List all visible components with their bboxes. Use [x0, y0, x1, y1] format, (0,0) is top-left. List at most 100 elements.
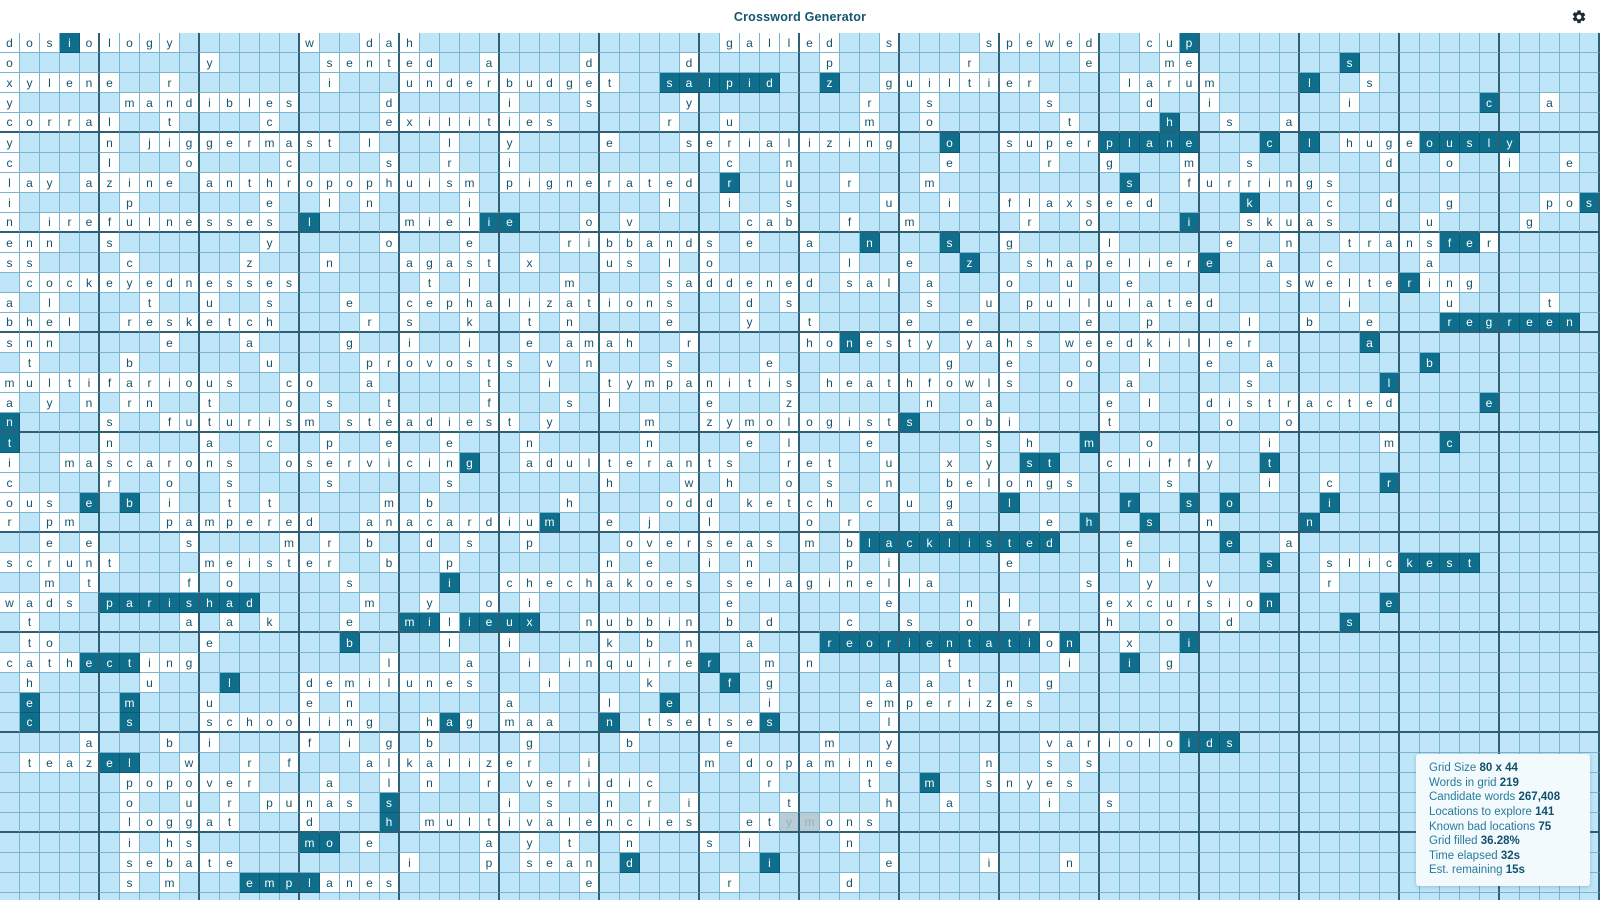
grid-cell-empty[interactable] [620, 33, 640, 53]
grid-cell-empty[interactable] [520, 133, 540, 153]
grid-cell-empty[interactable] [420, 313, 440, 333]
grid-cell-empty[interactable] [940, 53, 960, 73]
grid-cell-empty[interactable] [500, 833, 520, 853]
grid-cell-letter[interactable]: i [500, 813, 520, 833]
grid-cell-empty[interactable] [640, 33, 660, 53]
grid-cell-empty[interactable] [1160, 713, 1180, 733]
grid-cell-letter[interactable]: s [820, 473, 840, 493]
grid-cell-empty[interactable] [1540, 153, 1560, 173]
grid-cell-empty[interactable] [660, 833, 680, 853]
grid-cell-letter[interactable]: o [480, 593, 500, 613]
grid-cell-empty[interactable] [260, 593, 280, 613]
grid-cell-highlighted[interactable]: l [1300, 73, 1320, 93]
grid-cell-empty[interactable] [1560, 493, 1580, 513]
grid-cell-empty[interactable] [1080, 813, 1100, 833]
grid-cell-empty[interactable] [900, 173, 920, 193]
grid-cell-letter[interactable]: r [660, 653, 680, 673]
grid-cell-letter[interactable]: e [40, 313, 60, 333]
grid-cell-empty[interactable] [880, 253, 900, 273]
grid-cell-empty[interactable] [340, 773, 360, 793]
grid-cell-empty[interactable] [60, 673, 80, 693]
grid-cell-letter[interactable]: a [600, 333, 620, 353]
grid-cell-empty[interactable] [100, 853, 120, 873]
grid-cell-letter[interactable]: a [120, 373, 140, 393]
grid-cell-empty[interactable] [220, 233, 240, 253]
grid-cell-empty[interactable] [1240, 613, 1260, 633]
grid-cell-letter[interactable]: h [160, 833, 180, 853]
grid-cell-empty[interactable] [780, 93, 800, 113]
grid-cell-empty[interactable] [1300, 93, 1320, 113]
grid-cell-letter[interactable]: g [820, 413, 840, 433]
grid-cell-empty[interactable] [800, 873, 820, 893]
grid-cell-empty[interactable] [1100, 313, 1120, 333]
grid-cell-empty[interactable] [20, 573, 40, 593]
grid-cell-letter[interactable]: h [580, 573, 600, 593]
grid-cell-empty[interactable] [240, 533, 260, 553]
grid-cell-empty[interactable] [1500, 453, 1520, 473]
grid-cell-empty[interactable] [580, 113, 600, 133]
grid-cell-empty[interactable] [1240, 493, 1260, 513]
grid-cell-empty[interactable] [1400, 193, 1420, 213]
grid-cell-empty[interactable] [0, 673, 20, 693]
grid-cell-empty[interactable] [900, 893, 920, 900]
grid-cell-empty[interactable] [1160, 273, 1180, 293]
grid-cell-empty[interactable] [260, 673, 280, 693]
grid-cell-letter[interactable]: d [480, 513, 500, 533]
grid-cell-letter[interactable]: a [0, 393, 20, 413]
grid-cell-empty[interactable] [620, 193, 640, 213]
grid-cell-empty[interactable] [840, 113, 860, 133]
grid-cell-empty[interactable] [1300, 353, 1320, 373]
grid-cell-empty[interactable] [560, 473, 580, 493]
grid-cell-letter[interactable]: a [1540, 93, 1560, 113]
grid-cell-empty[interactable] [80, 333, 100, 353]
grid-cell-highlighted[interactable]: t [120, 653, 140, 673]
grid-cell-empty[interactable] [1300, 473, 1320, 493]
grid-cell-empty[interactable] [280, 493, 300, 513]
grid-cell-empty[interactable] [100, 793, 120, 813]
grid-cell-letter[interactable]: e [660, 573, 680, 593]
grid-cell-highlighted[interactable]: n [600, 713, 620, 733]
grid-cell-empty[interactable] [500, 33, 520, 53]
grid-cell-empty[interactable] [980, 593, 1000, 613]
grid-cell-empty[interactable] [480, 573, 500, 593]
grid-cell-empty[interactable] [500, 593, 520, 613]
grid-cell-empty[interactable] [240, 613, 260, 633]
grid-cell-empty[interactable] [1140, 233, 1160, 253]
grid-cell-empty[interactable] [860, 473, 880, 493]
grid-cell-empty[interactable] [1320, 813, 1340, 833]
grid-cell-empty[interactable] [1020, 873, 1040, 893]
grid-cell-empty[interactable] [1300, 693, 1320, 713]
grid-cell-empty[interactable] [1140, 853, 1160, 873]
grid-cell-letter[interactable]: e [720, 593, 740, 613]
grid-cell-highlighted[interactable]: c [1480, 93, 1500, 113]
grid-cell-empty[interactable] [1520, 653, 1540, 673]
grid-cell-empty[interactable] [940, 393, 960, 413]
grid-cell-empty[interactable] [760, 313, 780, 333]
grid-cell-empty[interactable] [760, 553, 780, 573]
grid-cell-empty[interactable] [1440, 893, 1460, 900]
grid-cell-empty[interactable] [80, 833, 100, 853]
grid-cell-letter[interactable]: h [800, 333, 820, 353]
grid-cell-empty[interactable] [1320, 713, 1340, 733]
grid-cell-letter[interactable]: t [800, 313, 820, 333]
grid-cell-empty[interactable] [600, 153, 620, 173]
grid-cell-empty[interactable] [340, 213, 360, 233]
grid-cell-empty[interactable] [240, 393, 260, 413]
grid-cell-empty[interactable] [1360, 613, 1380, 633]
grid-cell-empty[interactable] [1400, 513, 1420, 533]
grid-cell-letter[interactable]: s [980, 433, 1000, 453]
grid-cell-empty[interactable] [900, 873, 920, 893]
grid-cell-empty[interactable] [1560, 113, 1580, 133]
grid-cell-empty[interactable] [1320, 353, 1340, 373]
grid-cell-empty[interactable] [940, 173, 960, 193]
grid-cell-empty[interactable] [1540, 513, 1560, 533]
grid-cell-empty[interactable] [100, 253, 120, 273]
grid-cell-letter[interactable]: e [260, 93, 280, 113]
grid-cell-letter[interactable]: r [260, 513, 280, 533]
grid-cell-letter[interactable]: a [940, 793, 960, 813]
grid-cell-empty[interactable] [140, 513, 160, 533]
grid-cell-empty[interactable] [1240, 293, 1260, 313]
grid-cell-empty[interactable] [1540, 253, 1560, 273]
grid-cell-empty[interactable] [1420, 413, 1440, 433]
grid-cell-letter[interactable]: k [260, 613, 280, 633]
